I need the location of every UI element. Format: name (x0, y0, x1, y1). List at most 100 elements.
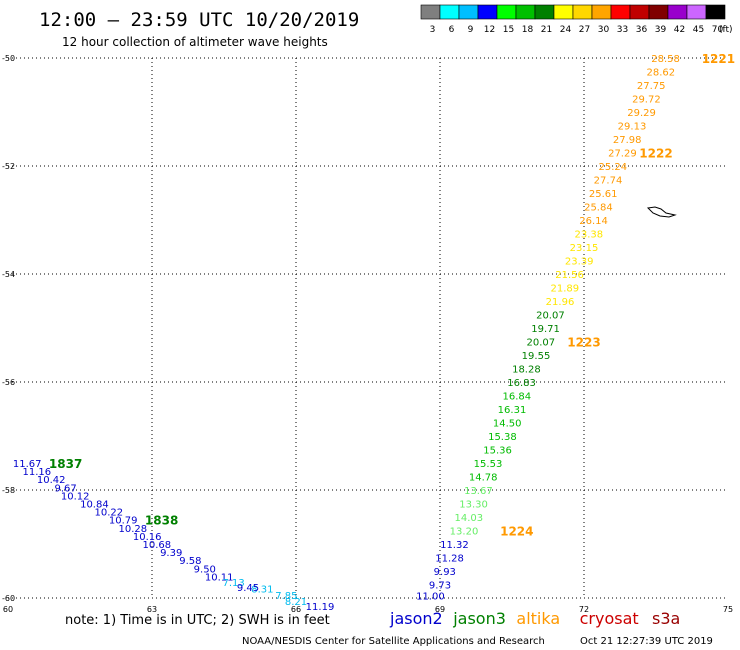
wave-height-point: 10.79 (109, 516, 138, 527)
y-tick-label: -58 (2, 486, 15, 495)
chart-title: 12:00 – 23:59 UTC 10/20/2019 (39, 9, 359, 31)
wave-height-point: 13.67 (464, 486, 493, 497)
legend-swatch (705, 4, 726, 20)
wave-height-point: 18.28 (512, 365, 541, 376)
legend-label: 36 (636, 25, 648, 35)
wave-height-point: 15.36 (483, 446, 512, 457)
wave-height-point: 29.13 (618, 122, 647, 133)
satellite-name: jason2 (389, 609, 443, 628)
wave-height-point: 13.30 (459, 500, 488, 511)
wave-height-point: 9.58 (179, 556, 201, 567)
wave-height-point: 7.85 (275, 591, 297, 602)
legend-swatch (477, 4, 498, 20)
wave-height-point: 27.75 (637, 81, 666, 92)
legend-swatch (572, 4, 593, 20)
y-tick-label: -56 (2, 378, 15, 387)
wave-height-point: 7.13 (222, 578, 244, 589)
x-tick-label: 69 (435, 605, 445, 614)
wave-height-point: 16.83 (507, 378, 536, 389)
wave-height-point: 11.28 (435, 554, 464, 565)
x-tick-label: 63 (147, 605, 157, 614)
legend-label: 39 (655, 25, 667, 35)
wave-height-point: 15.38 (488, 432, 517, 443)
wave-height-point: 19.55 (522, 351, 551, 362)
wave-height-point: 23.39 (565, 257, 594, 268)
footer-timestamp: Oct 21 12:27:39 UTC 2019 (580, 636, 713, 647)
wave-height-point: 23.15 (570, 243, 599, 254)
wave-height-point: 9.67 (54, 483, 76, 494)
legend-label: 3 (430, 25, 436, 35)
legend-label: 27 (579, 25, 590, 35)
legend-label: 9 (468, 25, 474, 35)
legend-label: 24 (560, 25, 572, 35)
legend-swatch (667, 4, 688, 20)
wave-height-point: 21.89 (550, 284, 579, 295)
wave-height-point: 11.32 (440, 540, 469, 551)
wave-height-point: 19.71 (531, 324, 560, 335)
legend-swatch (496, 4, 517, 20)
wave-height-point: 14.50 (493, 419, 522, 430)
wave-height-point: 21.96 (546, 297, 575, 308)
legend-swatch (458, 4, 479, 20)
wave-height-point: 15.53 (474, 459, 503, 470)
wave-height-point: 20.07 (526, 338, 555, 349)
legend-swatch (591, 4, 612, 20)
legend-swatch (610, 4, 631, 20)
footer-credit: NOAA/NESDIS Center for Satellite Applica… (242, 636, 545, 647)
legend-swatch (648, 4, 669, 20)
legend-label: 42 (674, 25, 685, 35)
wave-height-point: 29.29 (627, 108, 656, 119)
satellite-name: s3a (652, 609, 680, 628)
map-grid (8, 57, 728, 599)
wave-height-point: 16.84 (502, 392, 531, 403)
legend-swatch (515, 4, 536, 20)
legend-swatch (629, 4, 650, 20)
y-tick-label: -54 (2, 270, 15, 279)
pass-time-label: 1224 (500, 525, 533, 539)
wave-height-color-scale: 3 6 9 12 15 18 21 24 27 30 33 36 39 42 45 70(ft) (420, 4, 733, 35)
wave-height-point: 27.98 (613, 135, 642, 146)
x-tick-label: 72 (579, 605, 589, 614)
wave-height-point: 16.31 (498, 405, 527, 416)
x-tick-label: 60 (3, 605, 13, 614)
legend-swatch (686, 4, 707, 20)
wave-height-point: 25.84 (584, 203, 613, 214)
legend-swatch (534, 4, 555, 20)
wave-height-point: 25.24 (598, 162, 627, 173)
wave-height-values: 28.58 28.62 27.75 29.72 29.29 29.13 27.98 27.29… (13, 54, 680, 613)
wave-height-point: 25.61 (589, 189, 618, 200)
chart-subtitle: 12 hour collection of altimeter wave hei… (62, 35, 328, 49)
legend-label: 45 (693, 25, 704, 35)
wave-height-point: 14.78 (469, 473, 498, 484)
wave-height-point: 26.14 (579, 216, 608, 227)
pass-time-label: 1223 (567, 336, 600, 350)
island-outline (646, 206, 677, 218)
wave-height-point: 14.03 (454, 513, 483, 524)
axis-tick-labels: 60 63 66 69 72 75 -50 -52 -54 -56 -58 -60 (2, 54, 733, 614)
pass-time-label: 1838 (145, 514, 178, 528)
wave-height-point: 21.56 (555, 270, 584, 281)
wave-height-point: 10.12 (61, 491, 90, 502)
wave-height-point: 9.73 (429, 581, 451, 592)
satellite-name: cryosat (580, 609, 639, 628)
wave-height-point: 10.84 (80, 500, 109, 511)
satellite-legend: jason2 jason3 altika cryosat s3a (389, 609, 680, 628)
x-tick-label: 75 (723, 605, 733, 614)
legend-unit: (ft) (719, 25, 733, 35)
wave-height-point: 11.16 (22, 467, 51, 478)
y-tick-label: -60 (2, 594, 15, 603)
pass-time-label: 1837 (49, 457, 82, 471)
legend-swatch (553, 4, 574, 20)
legend-swatch (439, 4, 460, 20)
wave-height-point: 27.29 (608, 149, 637, 160)
wave-height-point: 9.45 (237, 583, 259, 594)
wave-height-point: 28.58 (651, 54, 680, 65)
satellite-name: jason3 (452, 609, 506, 628)
wave-height-point: 11.67 (13, 459, 42, 470)
wave-height-point: 20.07 (536, 311, 565, 322)
y-tick-label: -52 (2, 162, 15, 171)
wave-height-point: 10.68 (142, 540, 171, 551)
wave-height-point: 9.50 (194, 564, 216, 575)
legend-label: 12 (484, 25, 495, 35)
pass-time-label: 1221 (702, 52, 735, 66)
